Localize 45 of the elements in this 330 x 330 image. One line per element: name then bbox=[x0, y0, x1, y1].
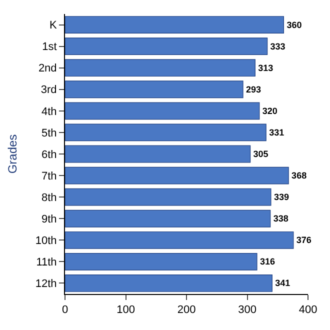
x-tick-label: 100 bbox=[116, 304, 135, 316]
data-label: 368 bbox=[292, 170, 307, 181]
data-label: 320 bbox=[262, 106, 278, 116]
y-tick-label: 3rd bbox=[40, 84, 57, 96]
y-tick-label: 4th bbox=[42, 106, 57, 118]
y-axis-title: Grades bbox=[6, 134, 20, 174]
bar bbox=[65, 80, 244, 98]
x-tick-label: 0 bbox=[62, 304, 68, 316]
y-tick-label: 1st bbox=[42, 41, 57, 54]
bar bbox=[65, 16, 284, 34]
bar bbox=[65, 102, 260, 120]
data-label: 376 bbox=[296, 235, 312, 246]
y-tick-label: 7th bbox=[42, 170, 57, 182]
bar bbox=[65, 274, 272, 292]
data-label: 341 bbox=[275, 278, 290, 288]
y-tick-label: 2nd bbox=[38, 62, 57, 75]
bar bbox=[65, 210, 271, 228]
bar bbox=[65, 38, 268, 56]
data-label: 360 bbox=[286, 20, 302, 30]
data-label: 333 bbox=[270, 41, 286, 52]
data-label: 331 bbox=[269, 127, 284, 138]
bar bbox=[65, 166, 289, 184]
bar bbox=[65, 145, 251, 163]
data-label: 316 bbox=[260, 256, 275, 267]
bar bbox=[65, 231, 294, 249]
data-label: 293 bbox=[246, 84, 262, 94]
y-tick-label: 6th bbox=[42, 148, 57, 161]
bar bbox=[65, 124, 266, 142]
y-tick-label: 11th bbox=[36, 256, 57, 269]
y-tick-label: 12th bbox=[35, 278, 57, 290]
data-label: 339 bbox=[274, 192, 289, 202]
y-tick-label: 9th bbox=[42, 213, 57, 226]
x-tick-label: 300 bbox=[238, 304, 256, 316]
y-tick-label: 10th bbox=[35, 235, 57, 247]
y-tick-label: K bbox=[49, 20, 58, 32]
bar bbox=[65, 59, 256, 77]
data-label: 313 bbox=[258, 62, 274, 73]
x-tick-label: 400 bbox=[298, 304, 318, 316]
bar bbox=[65, 188, 272, 206]
y-tick-label: 8th bbox=[42, 192, 57, 204]
bar bbox=[65, 252, 258, 270]
data-label: 338 bbox=[273, 214, 288, 224]
data-label: 305 bbox=[253, 149, 268, 159]
x-tick-label: 200 bbox=[177, 304, 196, 316]
y-tick-label: 5th bbox=[42, 127, 57, 140]
